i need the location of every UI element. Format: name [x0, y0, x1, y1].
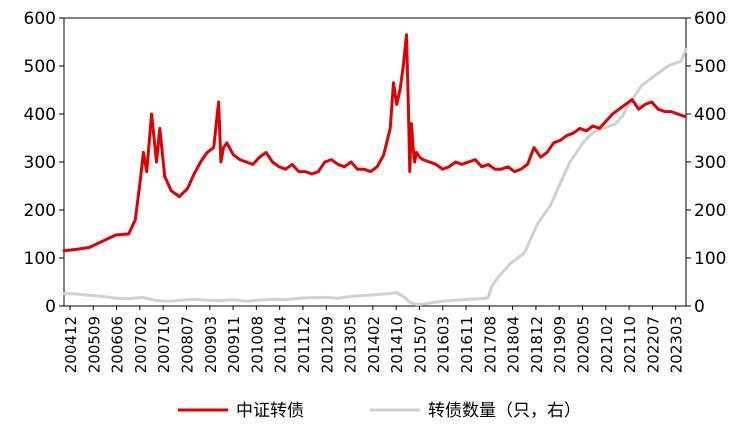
right-tick-label: 300 — [694, 153, 726, 173]
series-line-convertible-index — [62, 33, 686, 253]
x-tick-label: 200509 — [85, 316, 103, 373]
x-tick-label: 201104 — [272, 316, 290, 373]
left-tick-label: 600 — [24, 9, 56, 29]
left-tick-label: 300 — [24, 153, 56, 173]
x-tick-label: 202110 — [621, 316, 639, 373]
x-tick-label: 201507 — [411, 316, 429, 373]
x-tick-label: 201603 — [435, 316, 453, 373]
series-layer — [62, 33, 688, 307]
legend-label-bond-count: 转债数量（只，右） — [428, 401, 581, 421]
x-tick-label: 201611 — [458, 316, 476, 373]
x-tick-label: 200702 — [132, 316, 150, 373]
right-tick-label: 600 — [694, 9, 726, 29]
x-tick-label: 201112 — [295, 316, 313, 373]
x-tick-label: 202005 — [575, 316, 593, 373]
x-axis: 200412 200509 200606 200702 200710 200807 2009… — [62, 306, 686, 373]
x-tick-label: 201410 — [388, 316, 406, 373]
x-tick-label: 200606 — [109, 316, 127, 373]
x-tick-label: 202207 — [644, 316, 662, 373]
right-y-axis: 0 100 200 300 400 500 600 — [686, 9, 726, 317]
left-y-axis: 0 100 200 300 400 500 600 — [24, 9, 64, 317]
right-tick-label: 0 — [694, 297, 705, 317]
x-tick-label: 201909 — [551, 316, 569, 373]
x-tick-label: 202303 — [668, 316, 686, 373]
x-tick-label: 201812 — [528, 316, 546, 373]
right-tick-label: 200 — [694, 201, 726, 221]
x-tick-label: 200903 — [202, 316, 220, 373]
x-tick-label: 200911 — [225, 316, 243, 373]
left-tick-label: 400 — [24, 105, 56, 125]
x-tick-label: 201209 — [318, 316, 336, 373]
left-tick-label: 500 — [24, 57, 56, 77]
right-tick-label: 400 — [694, 105, 726, 125]
right-tick-label: 500 — [694, 57, 726, 77]
left-tick-label: 100 — [24, 249, 56, 269]
right-tick-label: 100 — [694, 249, 726, 269]
left-tick-label: 0 — [45, 297, 56, 317]
x-tick-label: 200710 — [155, 316, 173, 373]
x-tick-label: 201305 — [342, 316, 360, 373]
x-tick-label: 201402 — [365, 316, 383, 373]
x-tick-label: 201804 — [505, 316, 523, 373]
legend-label-convertible-index: 中证转债 — [236, 401, 304, 421]
left-tick-label: 200 — [24, 201, 56, 221]
legend: 中证转债 转债数量（只，右） — [178, 401, 581, 421]
x-tick-label: 201008 — [248, 316, 266, 373]
x-tick-label: 201708 — [481, 316, 499, 373]
x-tick-label: 200412 — [62, 316, 80, 373]
x-tick-label: 202102 — [598, 316, 616, 373]
series-line-bond-count — [62, 47, 688, 307]
x-tick-label: 200807 — [178, 316, 196, 373]
